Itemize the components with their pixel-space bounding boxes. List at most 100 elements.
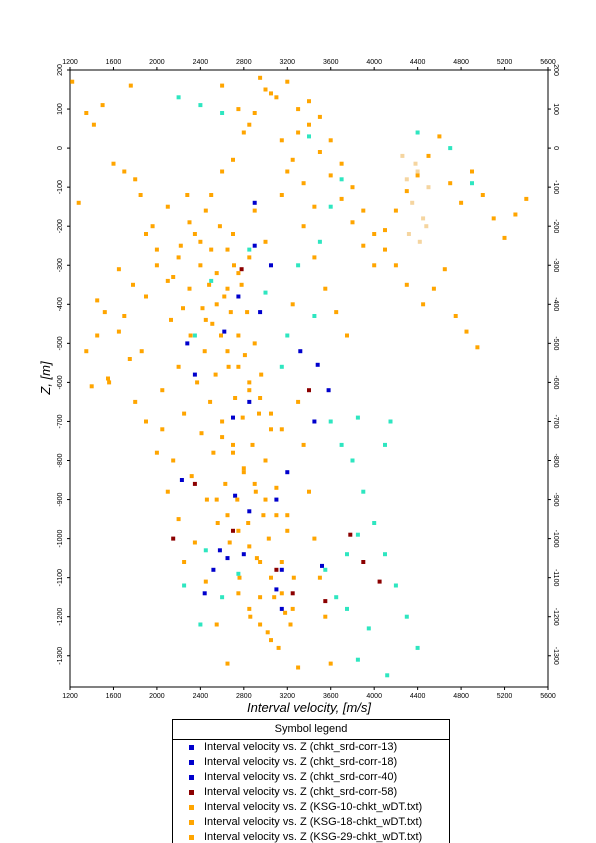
data-point-s5-p47 [464,329,469,334]
data-point-s4-p19 [181,306,185,311]
data-point-s4-p96 [361,208,366,213]
data-point-s4-p59 [242,353,247,358]
y-tick-right-label-6: -400 [552,297,559,311]
data-point-s6-p29 [247,255,252,260]
data-point-s5-p22 [307,122,311,127]
data-point-s4-p18 [178,243,183,248]
data-point-s4-p108 [247,122,252,127]
data-point-s5-p26 [350,220,355,225]
data-point-s2-p5 [252,243,257,248]
data-point-s5-p10 [176,255,181,260]
data-point-s5-p5 [128,83,133,88]
data-point-s6-p22 [247,606,252,611]
data-point-s6-p18 [269,575,273,580]
data-point-s4-p5 [116,267,121,272]
data-point-s3-p5 [231,528,235,533]
data-point-s5-p14 [220,169,225,174]
data-point-s6-p8 [241,466,246,471]
data-point-s6-p14 [225,513,230,518]
data-point-s4-p10 [144,294,148,299]
data-point-s4-p46 [225,247,230,252]
data-point-s7-p4 [339,177,344,182]
data-point-s4-p37 [211,450,216,455]
data-point-s4-p89 [285,169,290,174]
data-point-s4-p75 [269,427,273,432]
data-point-s4-p14 [165,204,170,209]
data-point-s4-p34 [208,399,213,404]
data-point-s6-p21 [236,591,241,596]
data-point-s4-p47 [226,364,231,369]
data-point-s1-p6 [211,567,216,572]
data-point-s5-p0 [84,111,89,115]
data-point-s7-p13 [383,552,387,557]
data-point-s4-p93 [328,138,333,143]
data-point-s8-p7 [417,239,422,244]
data-point-s7-p2 [220,111,225,115]
x-tick-bottom-label-2: 2000 [149,693,165,700]
data-point-s5-p30 [393,208,398,213]
data-point-s5-p3 [111,161,116,166]
data-point-s7-p12 [372,521,377,525]
x-tick-top-label-7: 4000 [366,59,382,66]
data-point-s4-p119 [312,536,317,541]
data-point-s4-p53 [235,497,240,502]
data-point-s4-p57 [240,415,245,420]
y-tick-right-label-0: 200 [552,64,559,76]
data-point-s4-p63 [248,614,253,619]
data-point-s8-p6 [406,232,411,236]
data-point-s4-p31 [203,208,208,213]
data-point-s5-p46 [453,314,458,318]
x-tick-top-label-0: 1200 [62,59,78,66]
data-point-s7-p3 [307,134,311,139]
y-tick-right-label-1: 100 [552,103,559,115]
legend-label-2: Interval velocity vs. Z (chkt_srd-corr-4… [204,771,398,783]
data-point-s5-p40 [502,235,507,240]
data-point-s2-p4 [241,552,246,557]
data-point-s7-p18 [385,673,390,678]
x-tick-bottom-label-6: 3600 [323,693,339,700]
data-point-s4-p128 [154,450,159,455]
data-point-s2-p7 [247,399,252,404]
legend-swatch-2 [189,775,194,780]
data-point-s4-p71 [261,513,266,518]
data-point-s7-p19 [366,626,371,631]
data-point-s7-p6 [317,239,322,244]
data-point-s7-p14 [393,583,398,588]
x-axis-title: Interval velocity, [m/s] [247,700,371,715]
data-point-s4-p28 [199,431,204,436]
data-point-s4-p81 [285,513,290,518]
data-point-s7-p22 [323,567,328,572]
data-point-s4-p33 [207,282,212,287]
data-point-s5-p39 [491,216,496,221]
data-point-s7-p32 [448,146,453,151]
data-point-s4-p13 [160,388,165,393]
data-point-s7-p17 [355,657,360,662]
data-point-s4-p118 [307,489,311,494]
data-point-s4-p82 [288,622,293,627]
data-point-s3-p8 [290,591,295,596]
data-point-s0-p7 [202,591,207,596]
data-point-s6-p28 [236,271,241,276]
data-point-s7-p27 [355,415,360,420]
data-point-s5-p19 [274,95,279,100]
data-point-s4-p102 [312,255,317,260]
data-point-s8-p2 [410,200,415,205]
data-point-s6-p20 [290,606,295,611]
data-point-s4-p121 [323,614,328,619]
data-point-s5-p6 [133,177,138,182]
data-point-s5-p15 [231,157,235,162]
data-point-s5-p41 [513,212,518,217]
data-point-s4-p15 [169,317,173,322]
data-point-s4-p104 [334,310,339,315]
data-point-s7-p21 [334,595,339,600]
data-point-s4-p115 [290,302,295,307]
data-point-s4-p20 [182,411,187,416]
legend-swatch-4 [189,805,194,810]
data-point-s5-p33 [426,153,431,158]
data-point-s7-p30 [247,247,252,252]
y-tick-right-label-12: -1000 [552,530,559,548]
data-point-s7-p9 [339,442,344,447]
data-point-s5-p13 [209,193,214,197]
legend-title: Symbol legend [173,723,449,740]
